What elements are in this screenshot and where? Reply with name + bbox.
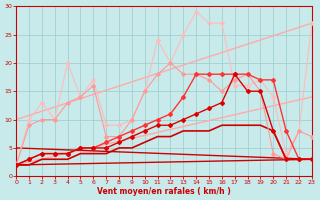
X-axis label: Vent moyen/en rafales ( km/h ): Vent moyen/en rafales ( km/h ) — [97, 187, 231, 196]
